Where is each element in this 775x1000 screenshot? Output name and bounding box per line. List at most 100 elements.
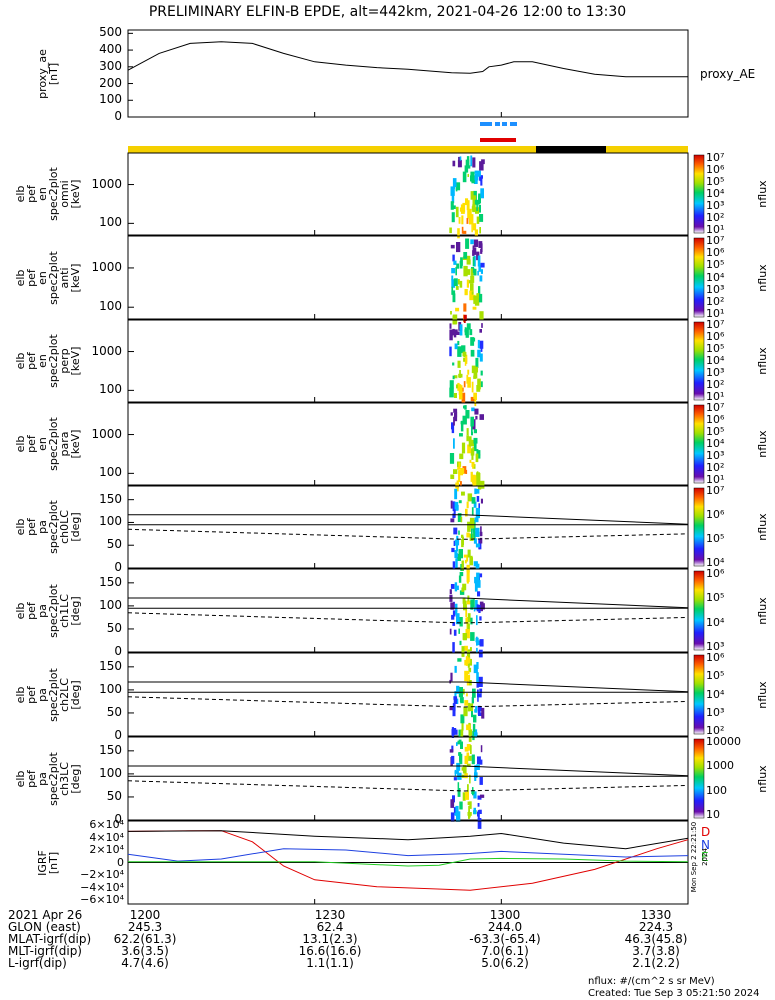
footer-value: 4.7(4.6) — [121, 956, 169, 970]
panel-frame — [127, 485, 689, 569]
heatmap-cell — [479, 161, 484, 171]
heatmap-cell — [451, 456, 453, 463]
colorbar-tick-label: 10⁴ — [706, 556, 725, 569]
heatmap-cell — [457, 279, 460, 285]
heatmap-cell — [477, 591, 481, 597]
heatmap-cell — [480, 381, 483, 388]
heatmap-cell — [455, 541, 458, 552]
loss-cone-dashed — [127, 696, 689, 708]
loss-cone-upper-slope — [463, 765, 689, 777]
heatmap-cell — [457, 788, 461, 797]
colorbar-tick-label: 10³ — [706, 282, 725, 296]
heatmap-cell — [466, 571, 470, 582]
heatmap-cell — [480, 526, 482, 537]
heatmap-cell — [476, 385, 481, 392]
heatmap-cell — [473, 807, 476, 815]
heatmap-cell — [454, 582, 458, 592]
ylabel-line: [nT] — [47, 62, 60, 85]
heatmap-cell — [477, 693, 482, 698]
heatmap-cell — [453, 469, 458, 474]
heatmap-cell — [470, 448, 475, 456]
heatmap-cell — [461, 442, 466, 454]
footer-value: 1300 — [489, 908, 521, 922]
loss-cone-upper-slope — [463, 514, 689, 525]
heatmap-cell — [456, 384, 458, 389]
heatmap-cell — [467, 521, 471, 532]
colorbar — [693, 487, 705, 567]
heatmap-cell — [451, 547, 455, 553]
y-tick-label: 100 — [99, 215, 122, 230]
panel-1 — [127, 152, 705, 239]
colorbar-label: nflux — [756, 764, 769, 793]
proxy-ae-line — [127, 41, 688, 78]
heatmap-cell — [460, 204, 465, 214]
heatmap-cell — [471, 407, 475, 412]
legend-N: N — [701, 838, 710, 852]
heatmap-cell — [471, 381, 474, 393]
heatmap-cell — [474, 765, 477, 774]
heatmap-cell — [471, 708, 473, 718]
heatmap-cell — [458, 469, 460, 481]
heatmap-cell — [478, 264, 482, 272]
heatmap-cell — [454, 665, 457, 673]
heatmap-cell — [466, 374, 469, 384]
heatmap-cell — [475, 543, 480, 548]
heatmap-cell — [450, 311, 452, 315]
heatmap-cell — [479, 175, 482, 181]
heatmap-cell — [470, 416, 474, 427]
colorbar-tick-label: 10³ — [706, 449, 725, 462]
heatmap-cell — [466, 671, 470, 674]
footer-row-label: 2021 Apr 26 — [8, 908, 83, 922]
panel-4 — [127, 402, 705, 492]
heatmap-cell — [464, 559, 467, 564]
heatmap-cell — [461, 345, 466, 354]
heatmap-cell — [476, 647, 478, 653]
chart-title: PRELIMINARY ELFIN-B EPDE, alt=442km, 202… — [148, 4, 627, 20]
loss-cone-upper-slope — [463, 681, 689, 693]
heatmap-cell — [459, 697, 463, 702]
heatmap-cell — [473, 375, 477, 379]
heatmap-cell — [459, 640, 462, 646]
heatmap-cell — [462, 792, 466, 801]
heatmap-cell — [477, 255, 481, 267]
heatmap-cell — [462, 466, 467, 474]
heatmap-cell — [479, 353, 483, 362]
footer-value: -63.3(-65.4) — [469, 932, 541, 946]
heatmap-cell — [451, 755, 455, 764]
footer-value: 1230 — [314, 908, 346, 922]
colorbar-tick-label: 10² — [706, 294, 725, 308]
heatmap-cell — [481, 323, 483, 328]
heatmap-cell — [466, 600, 471, 605]
colorbar-tick-label: 10⁷ — [706, 234, 725, 247]
heatmap-cell — [460, 714, 465, 724]
colorbar-tick-label: 10⁵ — [706, 258, 725, 272]
heatmap-cell — [466, 657, 471, 664]
heatmap-cell — [453, 777, 457, 781]
heatmap-cell — [477, 706, 482, 712]
heatmap-cell — [449, 329, 453, 341]
heatmap-cell — [477, 270, 479, 276]
heatmap-cell — [474, 408, 479, 415]
heatmap-cell — [464, 165, 469, 173]
heatmap-cell — [457, 228, 460, 239]
heatmap-cell — [458, 373, 463, 378]
heatmap-cell — [451, 614, 455, 620]
heatmap-cell — [472, 306, 477, 310]
footer-value: 2.1(2.2) — [632, 956, 680, 970]
heatmap-cell — [474, 441, 477, 452]
heatmap-cell — [476, 615, 478, 626]
heatmap-cell — [457, 331, 460, 335]
heatmap-cell — [455, 805, 459, 816]
heatmap-cell — [466, 200, 470, 211]
igrf-series-N — [127, 848, 689, 862]
colorbar-tick-label: 10⁵ — [706, 669, 725, 683]
footer-value: 7.0(6.1) — [481, 944, 529, 958]
heatmap-cell — [463, 381, 466, 388]
heatmap-cell — [461, 226, 464, 234]
footer-value: 3.6(3.5) — [121, 944, 169, 958]
heatmap-cell — [451, 268, 456, 274]
colorbar-tick-label: 10⁴ — [706, 437, 725, 450]
panel-0 — [127, 29, 689, 118]
heatmap-cell — [477, 339, 480, 349]
heatmap-cell — [451, 279, 456, 288]
